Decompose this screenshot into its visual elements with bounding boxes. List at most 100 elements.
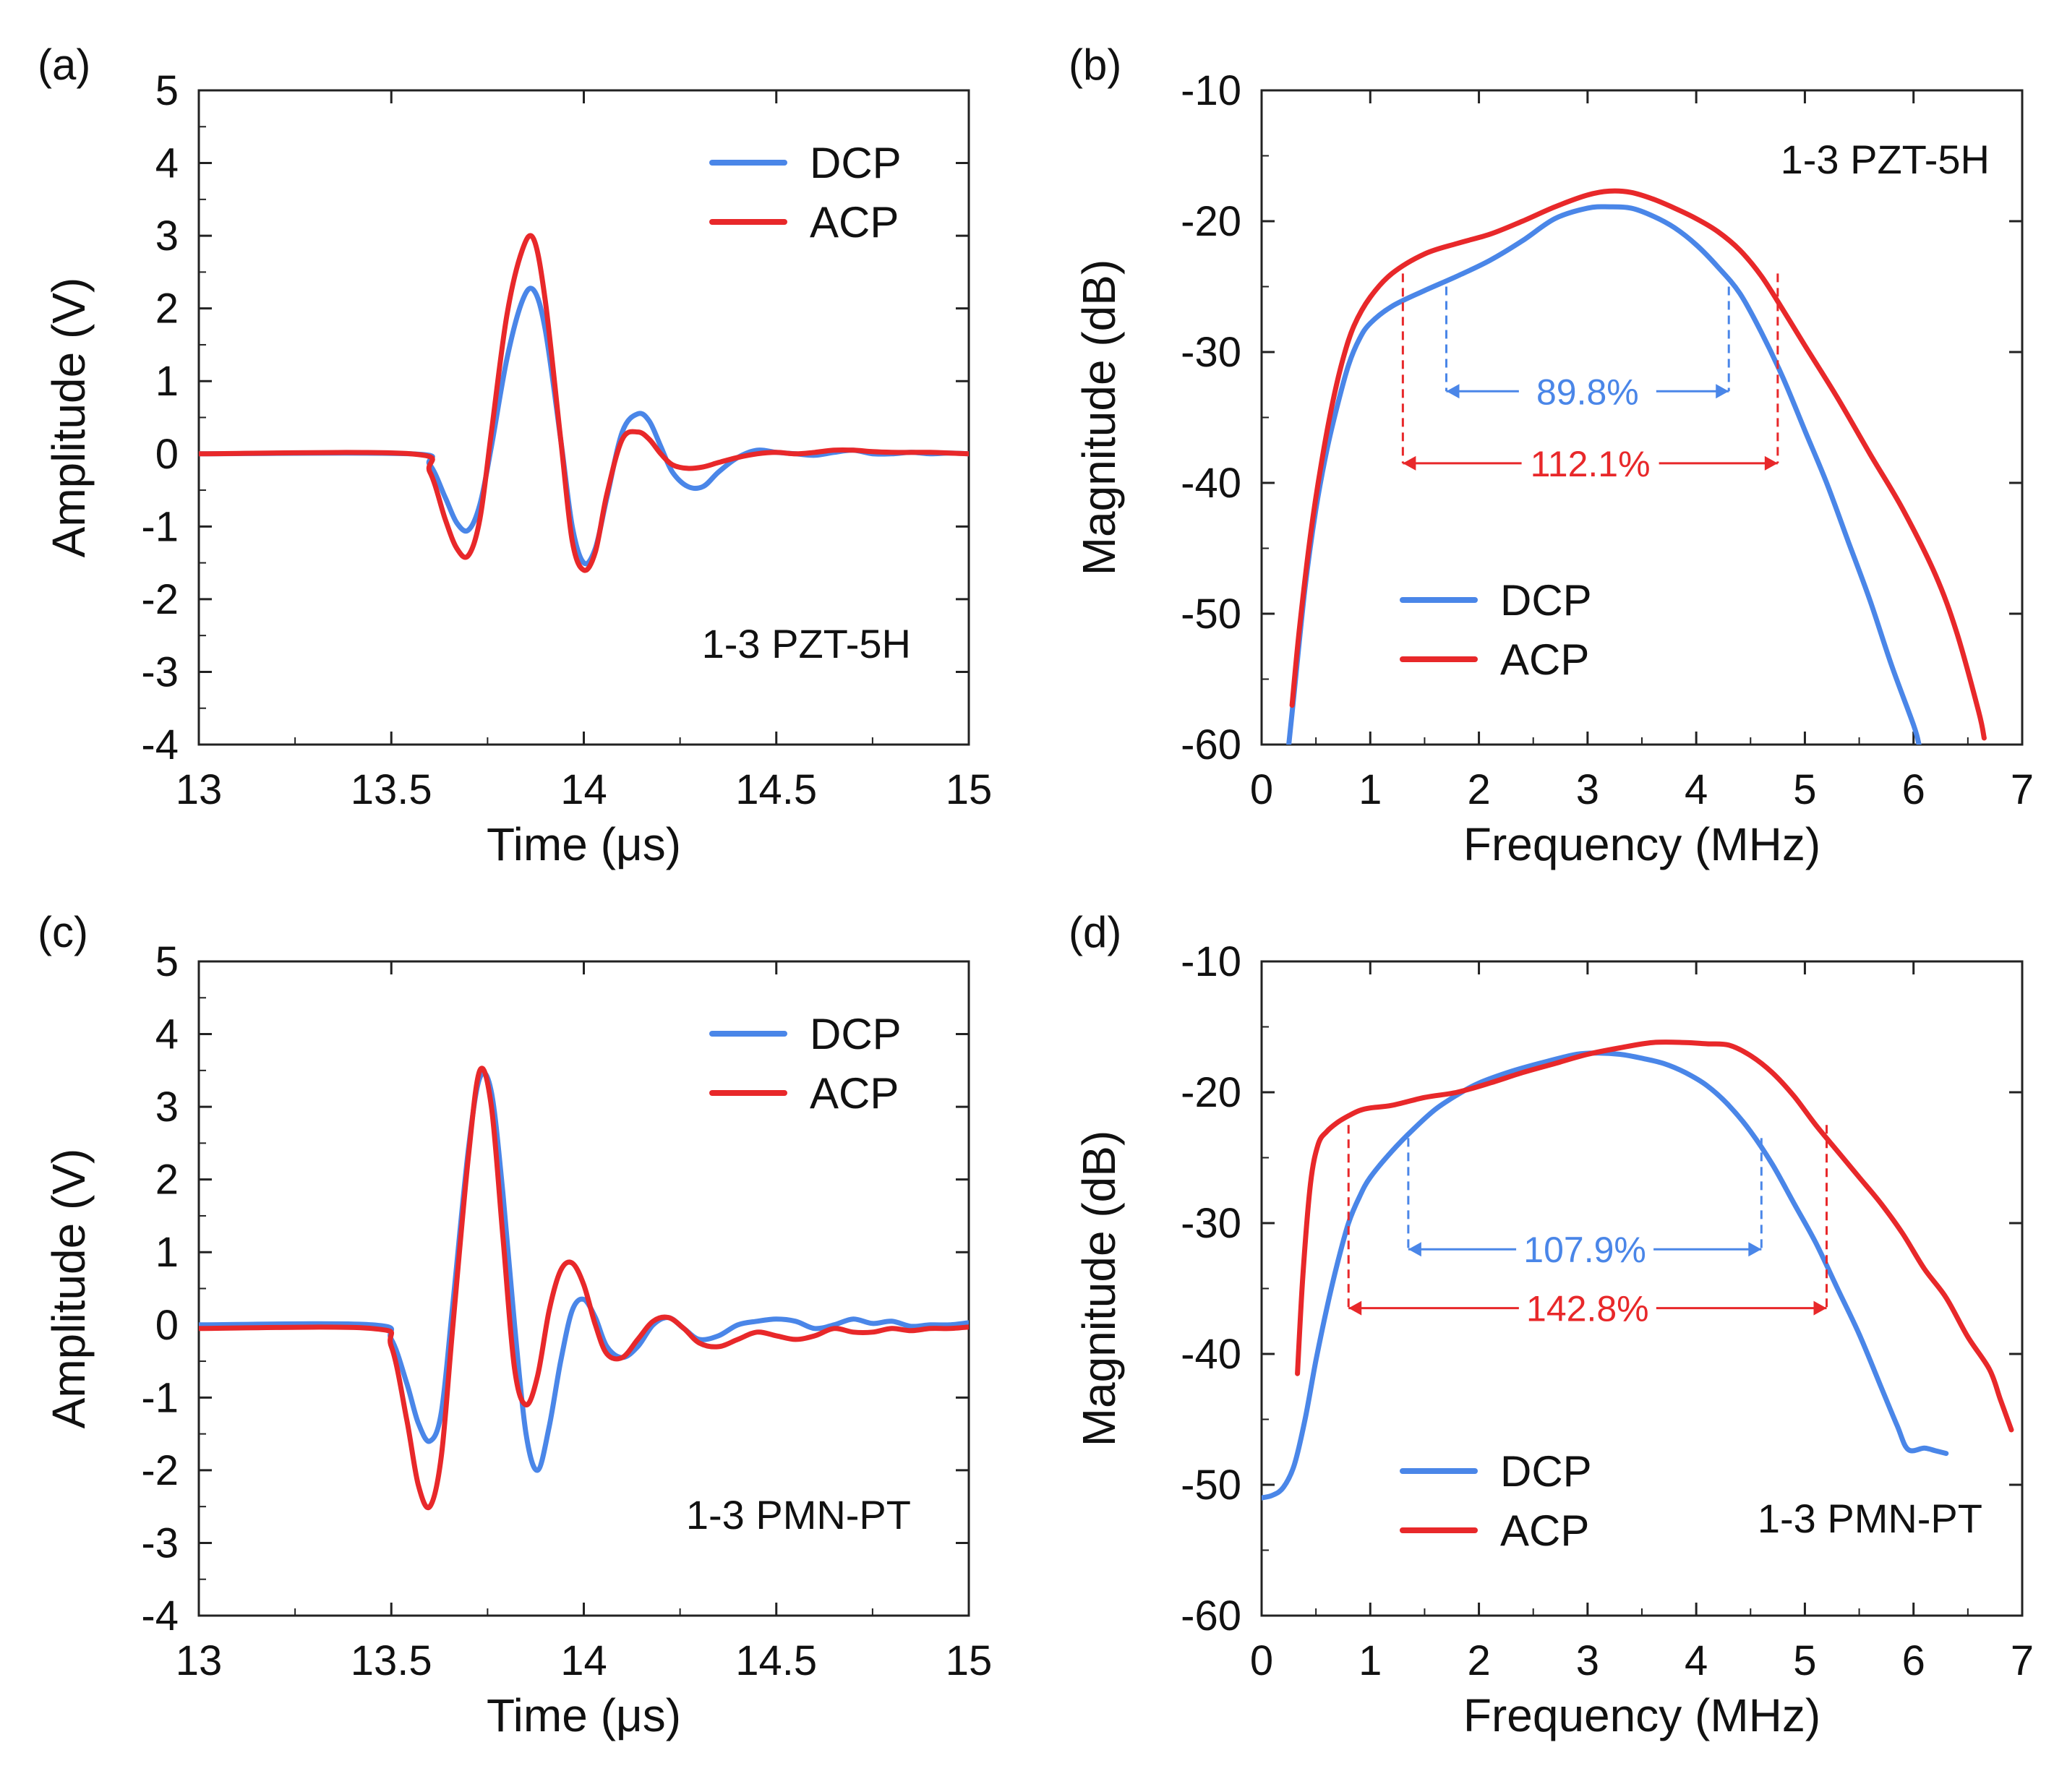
arrowhead-left [1348, 1300, 1362, 1316]
x-tick-label: 4 [1685, 766, 1708, 813]
y-tick-label: -30 [1181, 1200, 1241, 1247]
y-tick-label: 5 [155, 938, 179, 985]
sample-annotation: 1-3 PZT-5H [702, 621, 911, 666]
y-tick-label: -60 [1181, 1592, 1241, 1639]
y-tick-label: -10 [1181, 938, 1241, 985]
x-axis-label: Frequency (MHz) [1463, 818, 1820, 870]
arrowhead-right [1813, 1300, 1827, 1316]
x-tick-label: 0 [1250, 1637, 1273, 1684]
arrowhead-left [1408, 1242, 1421, 1257]
x-tick-label: 14.5 [735, 1637, 817, 1684]
y-tick-label: 0 [155, 1302, 179, 1349]
plot-frame [1260, 89, 2024, 746]
y-tick-label: 5 [155, 67, 179, 114]
panel-d: 0 1 2 3 4 5 6 7 -60 -50 -40 -30 -20 -10 Frequency (MHz… [1069, 908, 2034, 1741]
legend-label: DCP [810, 1010, 902, 1058]
legend-label: ACP [810, 198, 899, 246]
sample-annotation: 1-3 PMN-PT [1758, 1496, 1982, 1541]
x-tick-label: 2 [1467, 1637, 1490, 1684]
arrowhead-left [1403, 455, 1416, 471]
y-axis-label: Amplitude (V) [43, 1149, 95, 1429]
legend-label: DCP [810, 139, 902, 187]
sample-annotation: 1-3 PZT-5H [1781, 137, 1990, 182]
bandwidth-label: 89.8% [1536, 372, 1639, 412]
y-tick-label: -20 [1181, 1069, 1241, 1116]
x-tick-label: 5 [1793, 1637, 1816, 1684]
x-tick-label: 2 [1467, 766, 1490, 813]
x-tick-label: 14.5 [735, 766, 817, 813]
y-tick-label: 3 [155, 1084, 179, 1131]
series-line-acp [1295, 1039, 2014, 1433]
y-tick-label: -30 [1181, 329, 1241, 376]
legend-label: DCP [1500, 576, 1592, 625]
y-tick-label: -10 [1181, 67, 1241, 114]
x-tick-label: 6 [1902, 766, 1925, 813]
y-tick-label: -60 [1181, 721, 1241, 768]
x-tick-label: 13.5 [351, 1637, 432, 1684]
arrowhead-right [1764, 455, 1778, 471]
legend-label: ACP [810, 1069, 899, 1118]
panel-label: (a) [38, 40, 90, 89]
x-tick-label: 4 [1685, 1637, 1708, 1684]
arrowhead-right [1716, 384, 1729, 399]
series-line-acp [1289, 188, 1987, 741]
x-tick-label: 13 [176, 1637, 223, 1684]
x-tick-label: 13.5 [351, 766, 432, 813]
x-tick-label: 1 [1358, 1637, 1382, 1684]
y-tick-label: -4 [141, 721, 179, 768]
y-tick-label: -40 [1181, 1331, 1241, 1378]
x-axis-label: Time (μs) [487, 818, 681, 870]
sample-annotation: 1-3 PMN-PT [686, 1492, 911, 1538]
x-tick-label: 0 [1250, 766, 1273, 813]
x-tick-label: 7 [2011, 1637, 2034, 1684]
y-tick-label: -40 [1181, 460, 1241, 507]
y-axis-label: Magnitude (dB) [1073, 1131, 1125, 1447]
legend-label: ACP [1500, 635, 1589, 684]
y-axis-label: Amplitude (V) [43, 278, 95, 558]
y-tick-label: -50 [1181, 1462, 1241, 1509]
x-tick-label: 13 [176, 766, 223, 813]
x-tick-label: 6 [1902, 1637, 1925, 1684]
y-tick-label: 2 [155, 1157, 179, 1204]
y-tick-label: 1 [155, 1229, 179, 1276]
x-tick-label: 7 [2011, 766, 2034, 813]
y-tick-label: 1 [155, 358, 179, 405]
y-tick-label: -3 [141, 648, 179, 695]
bandwidth-label: 112.1% [1531, 444, 1651, 484]
panel-label: (c) [38, 908, 88, 956]
panel-a: 13 13.5 14 14.5 15 -4 -3 -2 -1 0 1 2 3 4 5 Time (μs) Amp… [38, 40, 992, 870]
y-tick-label: 0 [155, 431, 179, 478]
y-tick-label: 4 [155, 140, 179, 187]
y-tick-label: -2 [141, 576, 179, 623]
y-tick-label: 3 [155, 213, 179, 260]
x-tick-label: 14 [560, 1637, 607, 1684]
series-line-dcp [1262, 1050, 1949, 1501]
bandwidth-label: 107.9% [1523, 1230, 1646, 1270]
x-tick-label: 1 [1358, 766, 1382, 813]
series-line-dcp [199, 1070, 969, 1473]
panel-c: 13 13.5 14 14.5 15 -4 -3 -2 -1 0 1 2 3 4 5 Time (μs) Amp… [38, 908, 992, 1741]
x-tick-label: 5 [1793, 766, 1816, 813]
x-tick-label: 3 [1576, 766, 1599, 813]
x-tick-label: 15 [946, 766, 993, 813]
x-axis-label: Time (μs) [487, 1689, 681, 1741]
y-axis-label: Magnitude (dB) [1073, 260, 1125, 576]
series-line-acp [199, 233, 969, 573]
y-tick-label: -50 [1181, 591, 1241, 638]
x-tick-label: 14 [560, 766, 607, 813]
legend-label: DCP [1500, 1447, 1592, 1496]
series-line-dcp [1286, 204, 1922, 745]
y-tick-label: -4 [141, 1592, 179, 1639]
bandwidth-label: 142.8% [1526, 1289, 1649, 1329]
x-axis-label: Frequency (MHz) [1463, 1689, 1820, 1741]
panel-label: (b) [1069, 40, 1121, 89]
y-tick-label: -20 [1181, 198, 1241, 245]
panel-b: 0 1 2 3 4 5 6 7 -60 -50 -40 -30 -20 -10 Frequency (MHz… [1069, 40, 2034, 870]
series-line-dcp [199, 286, 969, 567]
y-tick-label: -1 [141, 503, 179, 550]
legend-label: ACP [1500, 1506, 1589, 1555]
y-tick-label: 4 [155, 1011, 179, 1058]
y-tick-label: -3 [141, 1519, 179, 1566]
y-tick-label: 2 [155, 286, 179, 333]
